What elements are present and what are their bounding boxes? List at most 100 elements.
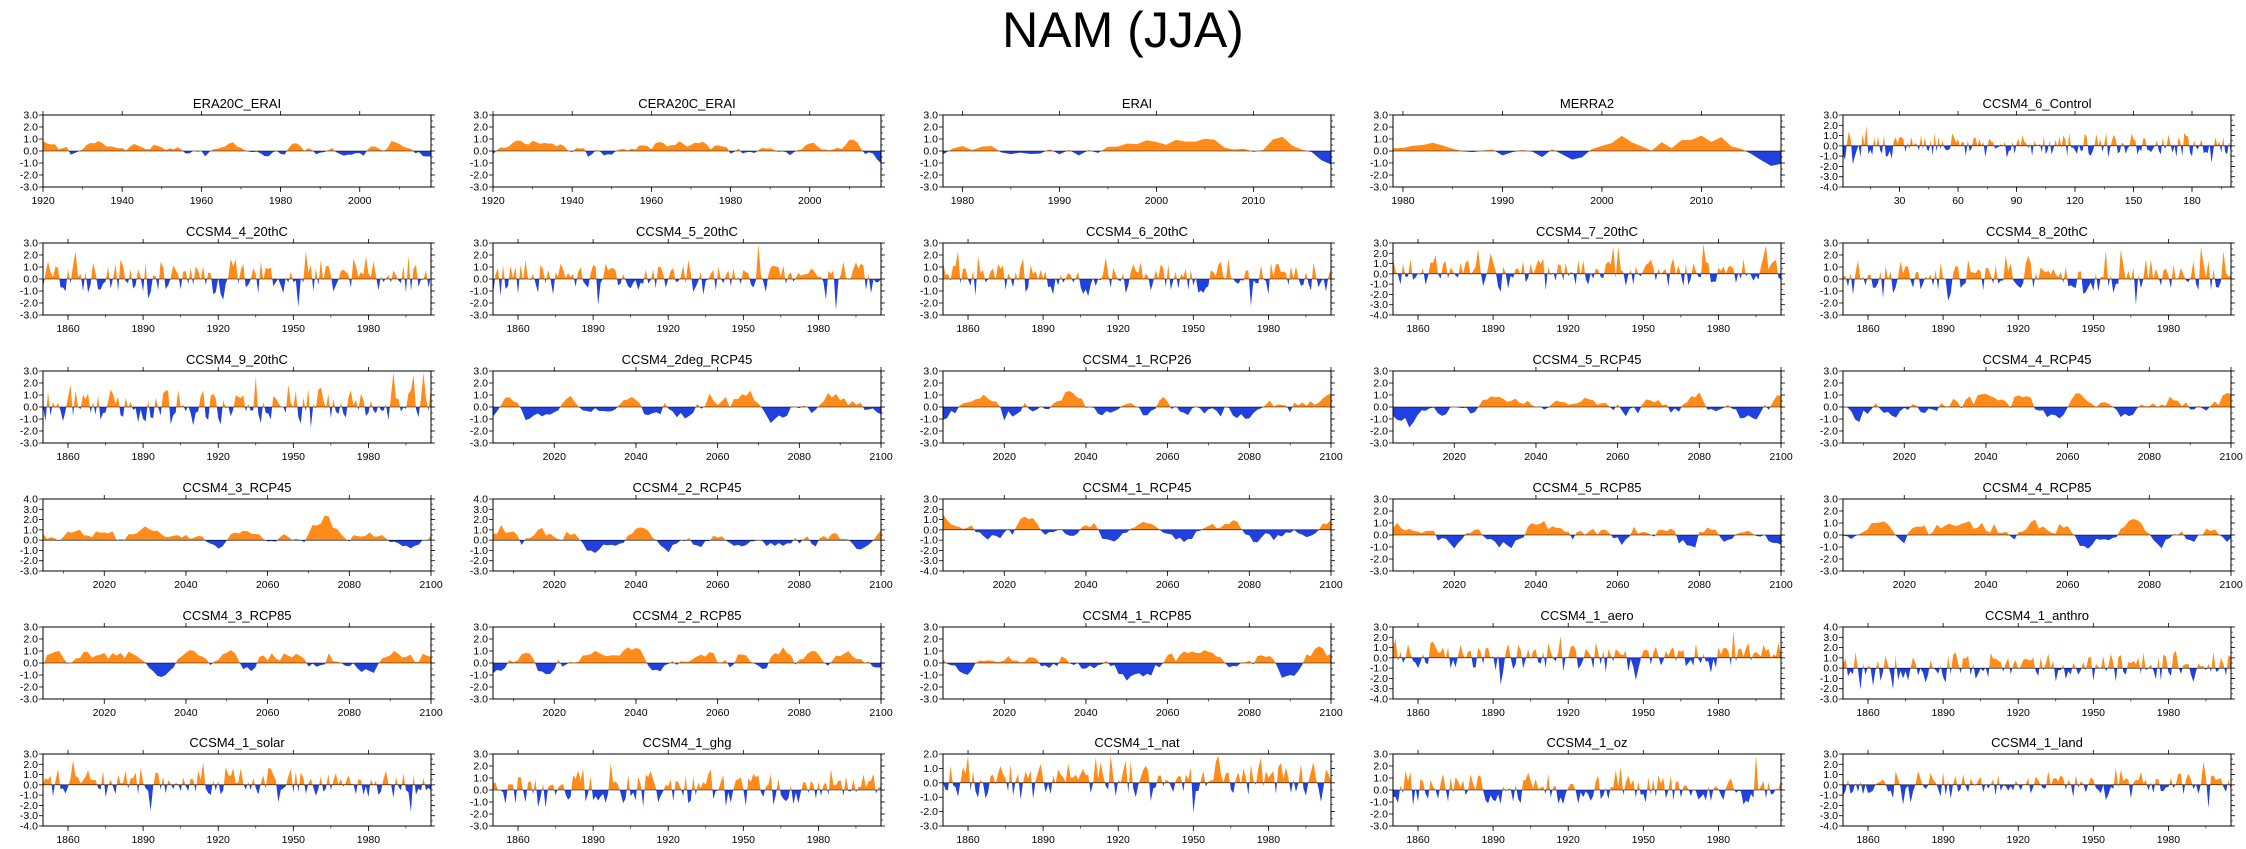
y-tick-label: 3.0 [1823, 110, 1838, 122]
y-tick-label: 3.0 [23, 110, 38, 122]
x-tick-label: 1920 [2007, 323, 2031, 335]
y-tick-label: -1.0 [1820, 286, 1838, 298]
y-tick-label: -2.0 [470, 170, 488, 182]
y-tick-label: 0.0 [1373, 268, 1388, 280]
x-tick-label: 2020 [993, 579, 1017, 591]
x-tick-label: 2080 [1238, 451, 1262, 463]
x-tick-label: 1980 [2157, 323, 2181, 335]
y-tick-label: 2.0 [1373, 632, 1388, 644]
x-tick-label: 2060 [1156, 451, 1180, 463]
x-tick-label: 1950 [1632, 707, 1656, 719]
positive-area [1393, 244, 1781, 274]
x-tick-label: 2040 [1074, 707, 1098, 719]
y-tick-label: -2.0 [1370, 289, 1388, 301]
y-tick-label: -4.0 [1820, 821, 1838, 833]
panel-title: CCSM4_3_RCP85 [182, 608, 291, 623]
y-tick-label: -1.0 [470, 414, 488, 426]
x-tick-label: 1950 [282, 323, 306, 335]
y-tick-label: 0.0 [1823, 140, 1838, 152]
y-tick-label: 2.0 [23, 122, 38, 134]
panel-title: CCSM4_3_RCP45 [182, 480, 291, 495]
y-tick-label: -2.0 [1370, 170, 1388, 182]
negative-area [943, 663, 1331, 681]
y-tick-label: 2.0 [23, 634, 38, 646]
x-tick-label: 2100 [419, 707, 443, 719]
y-tick-label: -2.0 [1820, 298, 1838, 310]
y-tick-label: -3.0 [470, 438, 488, 450]
y-tick-label: 0.0 [23, 535, 38, 547]
x-tick-label: 1950 [732, 323, 756, 335]
y-tick-label: 1.0 [923, 134, 938, 146]
y-tick-label: 2.0 [923, 634, 938, 646]
positive-area [1843, 125, 2231, 146]
panel-title: ERAI [1122, 96, 1152, 111]
y-tick-label: -3.0 [1820, 810, 1838, 822]
x-tick-label: 2100 [1769, 579, 1793, 591]
panel-title: CCSM4_1_oz [1547, 735, 1628, 750]
x-tick-label: 2080 [788, 707, 812, 719]
x-tick-label: 1980 [2157, 707, 2181, 719]
x-tick-label: 2040 [1074, 451, 1098, 463]
y-tick-label: 1.0 [1823, 518, 1838, 530]
y-tick-label: -3.0 [20, 310, 38, 322]
y-tick-label: 1.0 [923, 390, 938, 402]
x-tick-label: 2040 [1074, 579, 1098, 591]
x-tick-label: 2020 [1893, 579, 1917, 591]
y-tick-label: -3.0 [1370, 438, 1388, 450]
positive-area [943, 646, 1331, 663]
positive-area [493, 647, 881, 663]
y-tick-label: 2.0 [1373, 506, 1388, 518]
y-tick-label: -3.0 [470, 566, 488, 578]
y-tick-label: -2.0 [1370, 426, 1388, 438]
x-tick-label: 1920 [657, 323, 681, 335]
x-tick-label: 2100 [1319, 579, 1343, 591]
negative-area [1393, 535, 1781, 549]
x-tick-label: 2020 [543, 451, 567, 463]
y-tick-label: 0.0 [1823, 779, 1838, 791]
x-tick-label: 2100 [1769, 451, 1793, 463]
y-tick-label: -2.0 [20, 800, 38, 812]
x-tick-label: 1980 [357, 834, 381, 846]
y-tick-label: -1.0 [1820, 790, 1838, 802]
positive-area [43, 250, 431, 279]
y-tick-label: 3.0 [23, 622, 38, 634]
y-tick-label: -4.0 [20, 821, 38, 833]
negative-area [493, 790, 881, 808]
x-tick-label: 1920 [481, 195, 505, 207]
y-tick-label: 3.0 [473, 504, 488, 516]
y-tick-label: 0.0 [1373, 402, 1388, 414]
y-tick-label: 1.0 [1373, 642, 1388, 654]
x-tick-label: 2040 [1974, 451, 1998, 463]
positive-area [1843, 650, 2231, 669]
x-tick-label: 1920 [1557, 707, 1581, 719]
y-tick-label: -3.0 [20, 182, 38, 194]
y-tick-label: 1.0 [473, 262, 488, 274]
page-title: NAM (JJA) [1002, 2, 1244, 58]
x-tick-label: 1920 [1107, 834, 1131, 846]
x-tick-label: 1980 [2157, 834, 2181, 846]
y-tick-label: 1.0 [1823, 652, 1838, 664]
y-tick-label: 2.0 [923, 378, 938, 390]
y-tick-label: -1.0 [920, 792, 938, 804]
y-tick-label: 3.0 [923, 494, 938, 506]
x-tick-label: 2100 [2219, 451, 2243, 463]
y-tick-label: -1.0 [1370, 158, 1388, 170]
x-tick-label: 1950 [732, 834, 756, 846]
x-tick-label: 2100 [1319, 451, 1343, 463]
positive-area [43, 141, 431, 151]
y-tick-label: 3.0 [1373, 749, 1388, 761]
y-tick-label: 3.0 [923, 622, 938, 634]
y-tick-label: -2.0 [20, 426, 38, 438]
x-tick-label: 1860 [506, 834, 530, 846]
y-tick-label: 2.0 [1823, 642, 1838, 654]
y-tick-label: 1.0 [23, 769, 38, 781]
x-tick-label: 1980 [1391, 195, 1415, 207]
y-tick-label: 1.0 [473, 524, 488, 536]
